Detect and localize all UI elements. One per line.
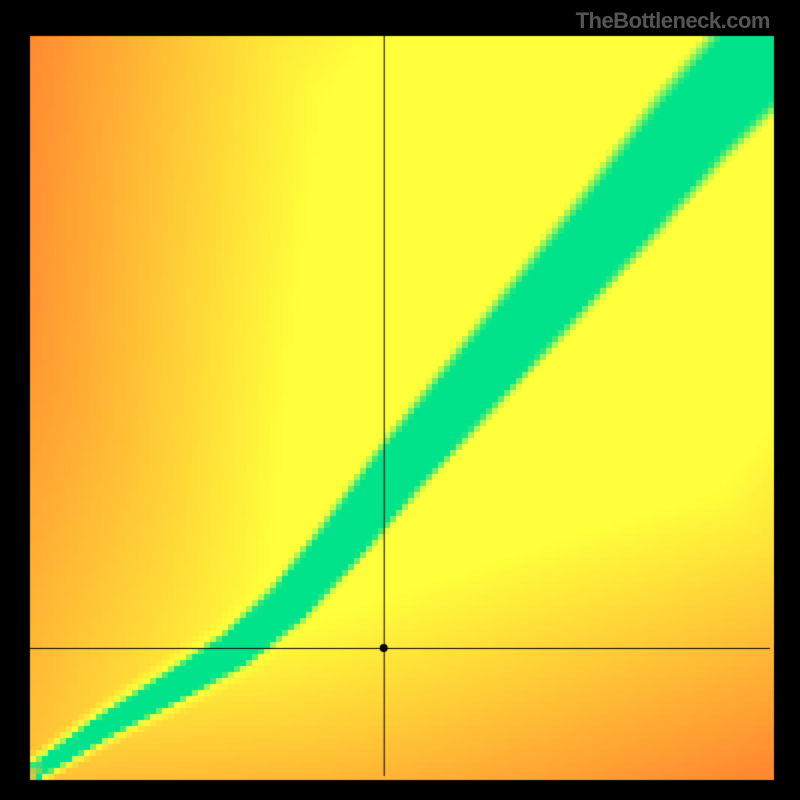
watermark-label: TheBottleneck.com [576, 8, 770, 34]
bottleneck-heatmap [0, 0, 800, 800]
